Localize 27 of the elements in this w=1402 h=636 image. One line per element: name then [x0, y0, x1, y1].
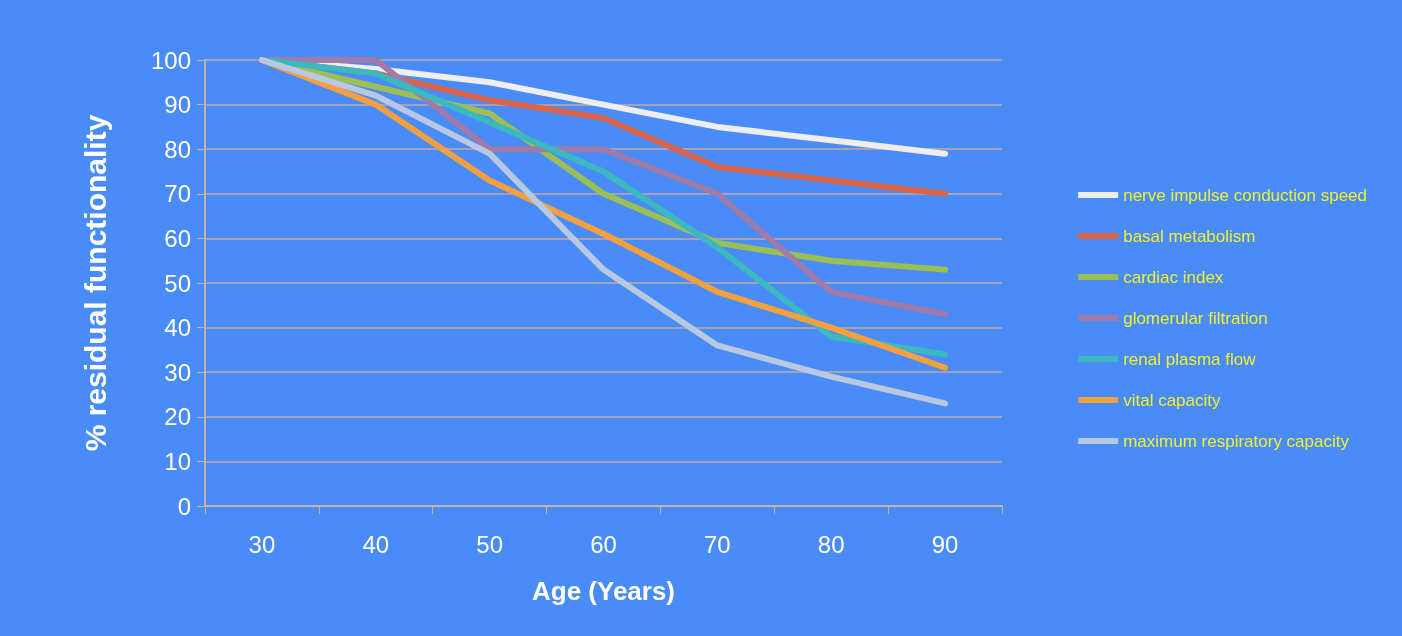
y-axis-title: % residual functionality — [78, 114, 112, 452]
y-tick-label: 0 — [177, 492, 191, 520]
y-tick-label: 70 — [164, 180, 191, 208]
y-tick-label: 60 — [164, 224, 191, 252]
legend-label: renal plasma flow — [1123, 349, 1257, 369]
legend-label: nerve impulse conduction speed — [1123, 185, 1368, 205]
legend-label: cardiac index — [1123, 267, 1224, 287]
x-tick-label: 30 — [248, 530, 276, 558]
y-tick-label: 90 — [164, 91, 191, 119]
y-tick-label: 20 — [164, 403, 191, 431]
x-axis-title: Age (Years) — [531, 576, 676, 606]
y-tick-label: 80 — [164, 135, 191, 163]
x-tick-label: 40 — [362, 530, 390, 558]
y-tick-label: 40 — [164, 314, 191, 342]
x-tick-label: 90 — [931, 530, 959, 558]
legend-label: basal metabolism — [1123, 226, 1256, 246]
x-tick-label: 60 — [590, 530, 617, 558]
x-tick-label: 50 — [476, 530, 503, 558]
legend-label: vital capacity — [1123, 390, 1221, 410]
x-tick-label: 80 — [817, 530, 845, 558]
y-tick-label: 50 — [164, 269, 191, 297]
legend-label: glomerular filtration — [1123, 308, 1268, 328]
y-tick-label: 100 — [150, 46, 191, 74]
y-tick-label: 30 — [164, 358, 191, 386]
x-tick-label: 70 — [704, 530, 731, 558]
legend-label: maximum respiratory capacity — [1123, 431, 1350, 451]
y-tick-label: 10 — [164, 447, 191, 475]
